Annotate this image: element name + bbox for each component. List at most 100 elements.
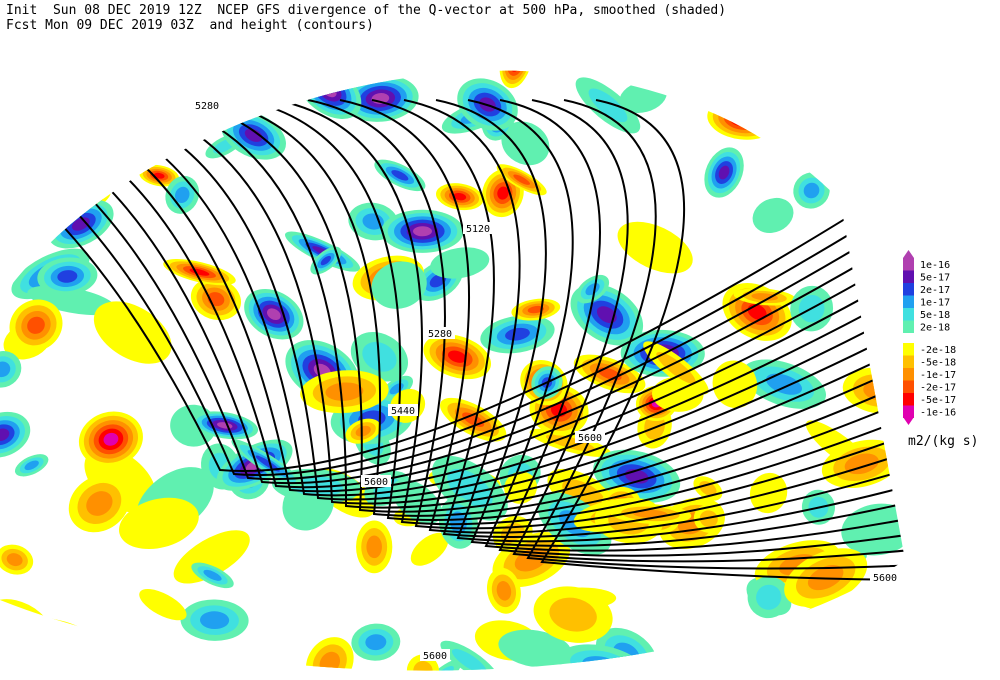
shade-blob [365,634,387,651]
contour-label: 5600 [364,477,388,488]
shade-blob [355,425,371,437]
colorbar-swatch [903,258,914,271]
shade-blob [366,535,382,559]
shade-blob [0,428,10,442]
label-box [192,99,222,111]
shade-blob [86,491,113,516]
shade-blob [406,654,440,671]
colorbar-label: -2e-18 [920,345,956,356]
label-box [420,649,450,661]
colorbar-label: 5e-17 [920,273,950,284]
contours [0,99,905,582]
colorbar-label: -1e-17 [920,370,956,381]
shade-blob [410,532,449,566]
shade-blob [766,373,803,395]
colorbar-label: -1e-16 [920,408,956,419]
contour-line [540,99,905,582]
shade-blob [6,553,23,567]
colorbar-label: 5e-18 [920,310,950,321]
shade-blob [244,128,263,142]
shade-blob [325,382,364,401]
header-line: Init Sun 08 DEC 2019 12Z NCEP GFS diverg… [6,3,726,18]
contour-line [498,99,905,557]
shade-blob [549,597,597,632]
shade-blob [451,648,487,671]
contour-line [371,99,905,538]
shade-blob [430,247,490,279]
colorbar-label: 1e-16 [920,260,950,271]
colorbar-swatch [903,380,914,393]
label-box [463,222,493,234]
contour-line [179,99,905,513]
shade-blob [93,301,172,364]
contour-line [339,99,905,534]
shade-blob [103,432,119,446]
contour-line [403,99,905,543]
shade-blob [505,327,530,341]
colorbar-swatch [903,320,914,333]
colorbar-swatch [903,270,914,283]
contour-line [0,99,905,472]
shade-blob [699,510,718,528]
shade-blob [320,255,332,266]
contour-line [115,99,905,505]
shade-blob [617,221,693,274]
shade-blob [712,360,758,409]
colorbar-label: -2e-17 [920,383,956,394]
contour-line [211,99,905,517]
shade-blob [497,186,509,200]
shade-blob [413,226,432,237]
shade-blob [199,611,230,630]
shade-blob [498,629,572,668]
colorbar-label: 2e-18 [920,323,950,334]
contour-line [526,99,905,570]
shade-blob [27,285,116,316]
contour-label: 5440 [391,406,415,417]
shade-blob [57,270,78,283]
colorbar-label: -5e-18 [920,358,956,369]
colorbar-swatch [903,405,914,418]
shade-blob [24,460,39,471]
colorbar-arrow [903,417,914,425]
shade-blob [527,305,544,314]
contour-label: 5600 [578,433,602,444]
shade-blob [453,192,467,201]
label-box [361,475,391,487]
shade-blob [71,217,90,231]
colorbar-swatch [903,393,914,406]
contour-label: 5600 [423,651,447,662]
colorbar-swatch [903,343,914,356]
shade-blob [391,170,409,181]
contour-line [243,99,905,521]
colorbar-swatch [903,308,914,321]
colorbar-arrow [903,250,914,258]
contour-line [147,99,905,509]
shade-blob [255,455,280,472]
header-line: Fcst Mon 09 DEC 2019 03Z and height (con… [6,18,374,33]
shade-blob [656,351,696,384]
shade-blob [203,569,222,581]
shade-blob [751,293,778,301]
shade-blob [27,316,45,334]
shade-blob [513,174,531,185]
shade-blob [752,197,794,234]
contour-line [307,99,905,530]
shade-blob [596,306,617,324]
shade-blob [756,584,782,610]
shade-blob [496,581,512,601]
contour-label: 5120 [466,224,490,235]
contour-label: 5280 [428,329,452,340]
contour-line [512,99,905,563]
contour-line [435,99,905,547]
colorbar-swatch [903,283,914,296]
shade-blob [718,165,730,180]
colorbar-units: m2/(kg s) [908,434,978,449]
colorbar-swatch [903,355,914,368]
contour-label: 5280 [195,101,219,112]
shade-blob [803,182,820,199]
shade-blob [119,497,199,550]
label-box [575,431,605,443]
shade-blob [0,361,11,378]
shade-blob [371,261,427,309]
